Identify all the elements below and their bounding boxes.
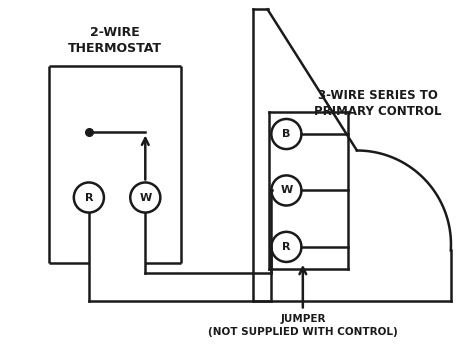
Text: 2-WIRE
THERMOSTAT: 2-WIRE THERMOSTAT — [68, 26, 162, 55]
Text: 3-WIRE SERIES TO
PRIMARY CONTROL: 3-WIRE SERIES TO PRIMARY CONTROL — [314, 89, 442, 118]
Circle shape — [271, 119, 301, 149]
Circle shape — [130, 182, 160, 213]
Text: B: B — [282, 129, 291, 139]
Text: JUMPER
(NOT SUPPLIED WITH CONTROL): JUMPER (NOT SUPPLIED WITH CONTROL) — [208, 314, 398, 337]
Circle shape — [271, 232, 301, 262]
Text: R: R — [282, 242, 291, 252]
Circle shape — [271, 175, 301, 206]
Text: W: W — [280, 185, 292, 196]
Circle shape — [74, 182, 104, 213]
Text: W: W — [139, 192, 151, 203]
Text: R: R — [85, 192, 93, 203]
